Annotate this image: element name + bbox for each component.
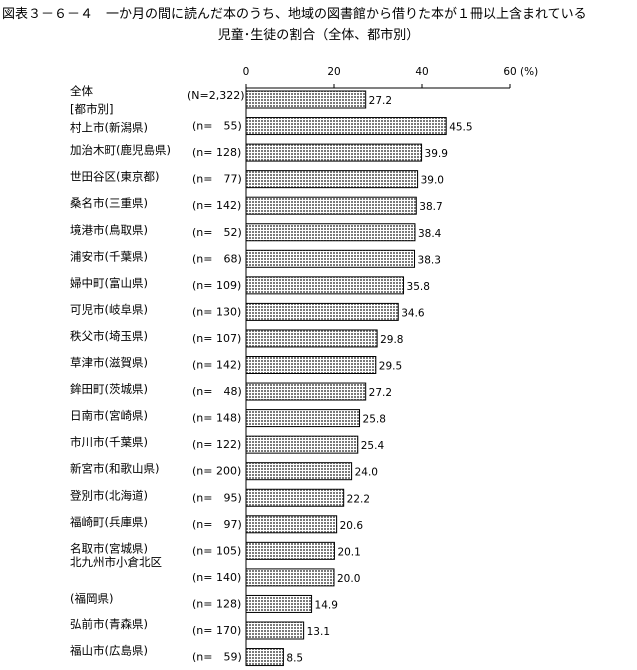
category-label: 名取市(宮城県)	[70, 541, 148, 555]
sample-size-label: (n= 105)	[192, 544, 241, 557]
x-tick-label: 40	[415, 66, 428, 78]
category-label: 福山市(広島県)	[70, 644, 148, 658]
sample-size-label: (n= 128)	[192, 597, 241, 610]
data-label: 25.8	[363, 414, 386, 426]
data-label: 22.2	[347, 493, 370, 505]
sample-size-label: (n= 59)	[192, 651, 242, 664]
category-label: 可児市(岐阜県)	[70, 302, 148, 316]
chart-title-line2: 児童･生徒の割合（全体、都市別）	[217, 28, 420, 43]
bar	[245, 621, 305, 640]
data-label: 27.2	[369, 95, 392, 107]
bar	[245, 648, 284, 667]
category-label: 桑名市(三重県)	[70, 196, 148, 210]
bar	[245, 594, 313, 613]
data-label: 20.6	[340, 520, 364, 532]
x-tick-label: 0	[243, 66, 250, 78]
x-axis-unit: (%)	[520, 66, 538, 78]
sample-size-label: (n= 109)	[192, 279, 241, 292]
sample-size-label: (n= 97)	[192, 518, 242, 531]
bar	[245, 90, 367, 109]
group-label: [都市別]	[70, 102, 113, 116]
sample-size-label: (n= 142)	[192, 199, 241, 212]
data-label: 8.5	[286, 653, 303, 665]
data-label: 20.1	[337, 546, 360, 558]
bar	[245, 462, 353, 481]
category-label: (福岡県)	[70, 591, 113, 605]
category-label: 新宮市(和歌山県)	[70, 462, 159, 476]
data-label: 27.2	[369, 387, 392, 399]
category-label: 加治木町(鹿児島県)	[70, 143, 171, 157]
category-label: 全体	[70, 84, 93, 98]
category-label: 鉾田町(茨城県)	[70, 382, 148, 396]
bar	[245, 117, 447, 136]
category-label: 秩父市(埼玉県)	[70, 329, 148, 343]
category-label: 浦安市(千葉県)	[70, 249, 148, 263]
x-tick-label: 20	[327, 66, 340, 78]
data-label: 29.5	[379, 361, 402, 373]
bar	[245, 302, 399, 321]
bar	[245, 276, 405, 295]
data-label: 38.7	[419, 201, 442, 213]
data-label: 39.0	[421, 175, 444, 187]
category-label: 村上市(新潟県)	[70, 121, 148, 135]
sample-size-label: (n= 122)	[192, 438, 241, 451]
sample-size-label: (n= 52)	[192, 226, 242, 239]
bar	[245, 196, 417, 215]
data-label: 34.6	[401, 307, 425, 319]
sample-size-label: (n= 77)	[192, 173, 242, 186]
bar	[245, 515, 338, 534]
category-label: 登別市(北海道)	[70, 488, 148, 502]
category-label: 弘前市(青森県)	[70, 617, 148, 631]
bar	[245, 541, 335, 560]
category-label: 草津市(滋賀県)	[70, 356, 148, 370]
sample-size-label: (n= 142)	[192, 359, 241, 372]
category-label: 日南市(宮崎県)	[70, 409, 148, 423]
data-label: 39.9	[425, 148, 448, 160]
sample-size-label: (n= 170)	[192, 624, 241, 637]
x-tick-label: 60	[503, 66, 516, 78]
category-label: 北九州市小倉北区	[70, 555, 162, 569]
data-label: 14.9	[315, 599, 338, 611]
data-label: 25.4	[361, 440, 385, 452]
bar	[245, 143, 423, 162]
bar	[245, 249, 416, 268]
sample-size-label: (n= 130)	[192, 305, 241, 318]
bar	[245, 435, 359, 454]
sample-size-label: (n= 148)	[192, 412, 241, 425]
data-label: 13.1	[307, 626, 330, 638]
data-label: 29.8	[380, 334, 403, 346]
bar	[245, 356, 377, 374]
category-label: 婦中町(富山県)	[70, 276, 148, 290]
sample-size-label: (n= 55)	[192, 120, 242, 133]
bar	[245, 329, 378, 348]
bar	[245, 568, 335, 587]
bar	[245, 409, 361, 428]
category-label: 世田谷区(東京都)	[70, 170, 159, 184]
sample-size-label: (n= 48)	[192, 385, 242, 398]
sample-size-label: (n= 95)	[192, 491, 242, 504]
sample-size-label: (n= 128)	[192, 146, 241, 159]
chart-title-line1: 図表３－６－４ 一か月の間に読んだ本のうち、地域の図書館から借りた本が１冊以上含…	[2, 7, 587, 22]
bar	[245, 382, 367, 401]
category-label: 市川市(千葉県)	[70, 435, 148, 449]
category-label: 福崎町(兵庫県)	[70, 515, 148, 529]
sample-size-label: (n= 200)	[192, 465, 241, 478]
sample-size-label: (n= 140)	[192, 571, 241, 584]
data-label: 45.5	[449, 122, 472, 134]
data-label: 24.0	[355, 467, 378, 479]
data-label: 38.3	[418, 254, 441, 266]
data-label: 20.0	[337, 573, 360, 585]
data-label: 38.4	[418, 228, 442, 240]
category-label: 境港市(鳥取県)	[70, 223, 148, 237]
sample-size-label: (n= 68)	[192, 252, 242, 265]
sample-size-label: (n= 107)	[192, 332, 241, 345]
bar	[245, 223, 416, 242]
data-label: 35.8	[407, 281, 430, 293]
bar	[245, 170, 419, 189]
sample-size-label: (N=2,322)	[187, 89, 245, 102]
bar	[245, 488, 345, 507]
